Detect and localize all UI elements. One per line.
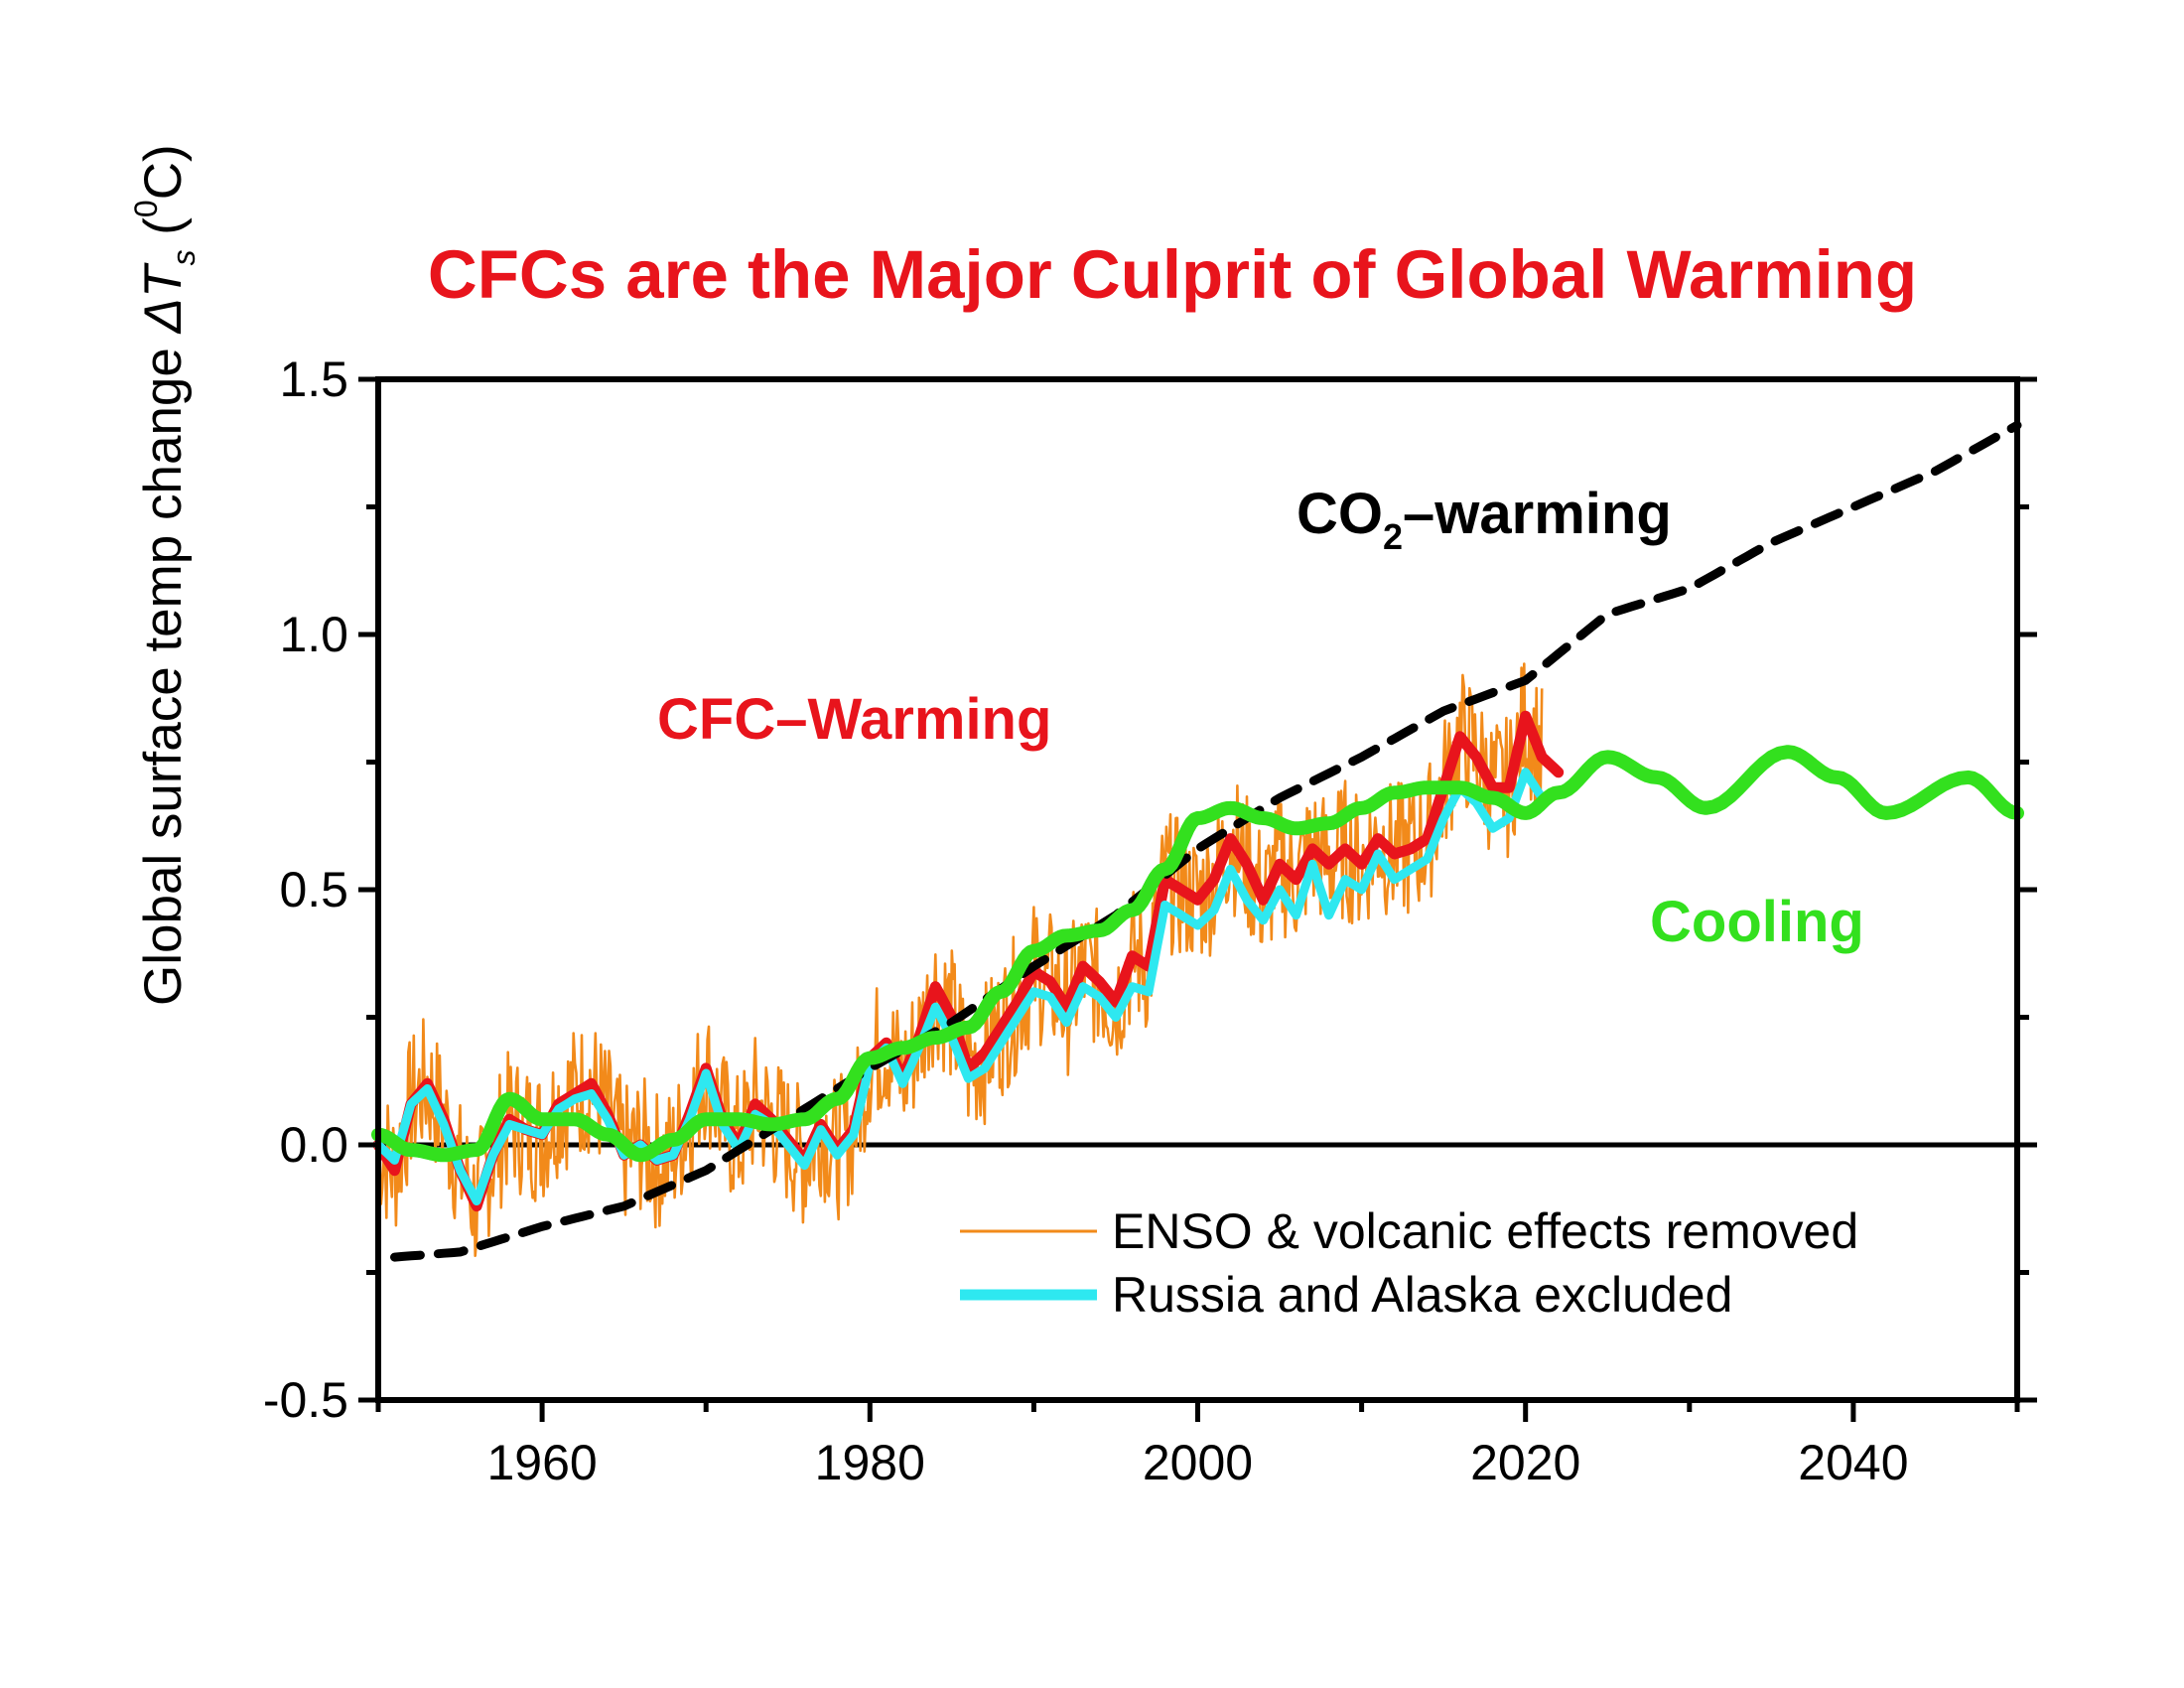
y-axis-label-symbol: ΔT [134,262,193,336]
co2-warming-label: CO2–warming [1297,482,1672,557]
y-tick-label: 1.5 [279,352,348,407]
x-tick-label: 1960 [486,1435,597,1490]
y-axis-label-main: Global surface temp change [134,333,193,1006]
y-tick-label: -0.5 [263,1372,348,1428]
y-axis-label-sub: s [166,249,202,265]
series-russia-excluded-line [373,768,1547,1205]
co2-label-sub: 2 [1383,516,1403,557]
y-axis-label-unit-close: C) [134,144,193,200]
y-axis-label-unit-open: ( [134,217,193,250]
co2-label-pre: CO [1297,482,1383,546]
co2-label-post: –warming [1403,482,1672,546]
y-tick-label: 0.0 [279,1117,348,1173]
chart-title: CFCs are the Major Culprit of Global War… [428,236,1917,313]
x-tick-label: 2000 [1143,1435,1253,1490]
cooling-label: Cooling [1650,890,1864,954]
y-axis-label: Global surface temp change ΔTs (0C) [128,144,202,1006]
y-axis-label-unit-sup: 0 [128,200,164,217]
series-co2-warming-line [390,420,2022,1262]
series-cooling-line [371,745,2024,1163]
series-layer [371,420,2024,1262]
legend-label-enso: ENSO & volcanic effects removed [1112,1203,1858,1259]
x-tick-label: 2040 [1798,1435,1908,1490]
legend: ENSO & volcanic effects removed Russia a… [960,1203,1858,1323]
legend-label-russia: Russia and Alaska excluded [1112,1267,1732,1323]
axes: -0.5 0.0 0.5 1.0 1.5 1960 1980 2000 2020 2040 [263,352,2037,1490]
y-tick-label: 0.5 [279,862,348,917]
y-tick-label: 1.0 [279,607,348,662]
cfc-warming-label: CFC–Warming [657,687,1051,752]
x-tick-label: 2020 [1470,1435,1580,1490]
x-tick-label: 1980 [815,1435,925,1490]
